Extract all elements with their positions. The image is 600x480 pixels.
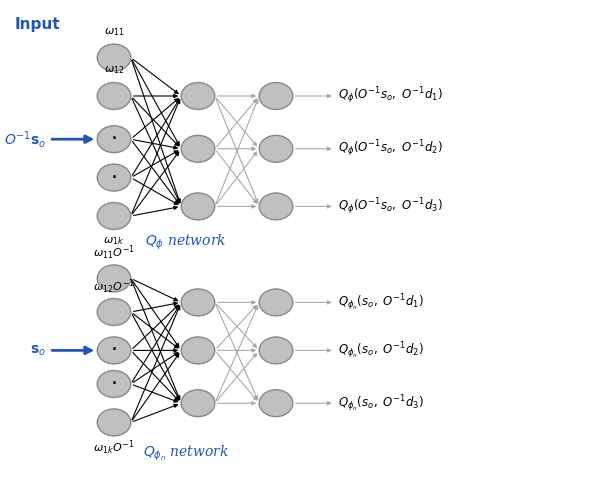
Circle shape [97, 299, 131, 325]
Text: ·: · [110, 129, 118, 149]
Circle shape [97, 126, 131, 153]
Circle shape [97, 337, 131, 364]
Text: $Q_{\phi_n}(s_o,\ O^{-1}d_3)$: $Q_{\phi_n}(s_o,\ O^{-1}d_3)$ [338, 393, 424, 413]
Circle shape [181, 289, 215, 316]
Circle shape [97, 44, 131, 71]
Text: $Q_{\phi}(O^{-1}s_o,\ O^{-1}d_2)$: $Q_{\phi}(O^{-1}s_o,\ O^{-1}d_2)$ [338, 139, 443, 159]
Text: $\omega_{12}O^{-1}$: $\omega_{12}O^{-1}$ [93, 277, 135, 296]
Circle shape [259, 337, 293, 364]
Text: $Q_{\phi}(O^{-1}s_o,\ O^{-1}d_3)$: $Q_{\phi}(O^{-1}s_o,\ O^{-1}d_3)$ [338, 196, 443, 216]
Text: $\omega_{1k}$: $\omega_{1k}$ [103, 236, 125, 247]
Text: ·: · [110, 374, 118, 394]
Circle shape [259, 135, 293, 162]
Circle shape [97, 409, 131, 436]
Circle shape [97, 164, 131, 191]
Circle shape [181, 193, 215, 220]
Text: ·: · [110, 168, 118, 188]
Text: $Q_{\phi_n}(s_o,\ O^{-1}d_1)$: $Q_{\phi_n}(s_o,\ O^{-1}d_1)$ [338, 292, 424, 312]
Circle shape [259, 83, 293, 109]
Text: ·: · [110, 340, 118, 360]
Text: $\omega_{11}$: $\omega_{11}$ [104, 26, 124, 38]
Circle shape [97, 265, 131, 292]
Text: $Q_{\phi_n}$ network: $Q_{\phi_n}$ network [143, 444, 229, 463]
Circle shape [259, 193, 293, 220]
Circle shape [97, 83, 131, 109]
Text: $\mathbf{s}_o$: $\mathbf{s}_o$ [30, 343, 46, 358]
Circle shape [181, 337, 215, 364]
Circle shape [259, 390, 293, 417]
Text: $\omega_{12}$: $\omega_{12}$ [104, 65, 124, 76]
Text: $Q_{\phi}$ network: $Q_{\phi}$ network [145, 233, 227, 252]
Circle shape [181, 390, 215, 417]
Text: $\omega_{11}O^{-1}$: $\omega_{11}O^{-1}$ [93, 244, 135, 262]
Circle shape [97, 203, 131, 229]
Text: $Q_{\phi}(O^{-1}s_o,\ O^{-1}d_1)$: $Q_{\phi}(O^{-1}s_o,\ O^{-1}d_1)$ [338, 86, 443, 106]
Text: Input: Input [15, 17, 61, 32]
Circle shape [97, 371, 131, 397]
Circle shape [259, 289, 293, 316]
Text: $\omega_{1k}O^{-1}$: $\omega_{1k}O^{-1}$ [94, 439, 134, 457]
Circle shape [181, 83, 215, 109]
Circle shape [181, 135, 215, 162]
Text: $O^{-1}\mathbf{s}_o$: $O^{-1}\mathbf{s}_o$ [4, 129, 46, 150]
Text: $Q_{\phi_n}(s_o,\ O^{-1}d_2)$: $Q_{\phi_n}(s_o,\ O^{-1}d_2)$ [338, 340, 424, 360]
